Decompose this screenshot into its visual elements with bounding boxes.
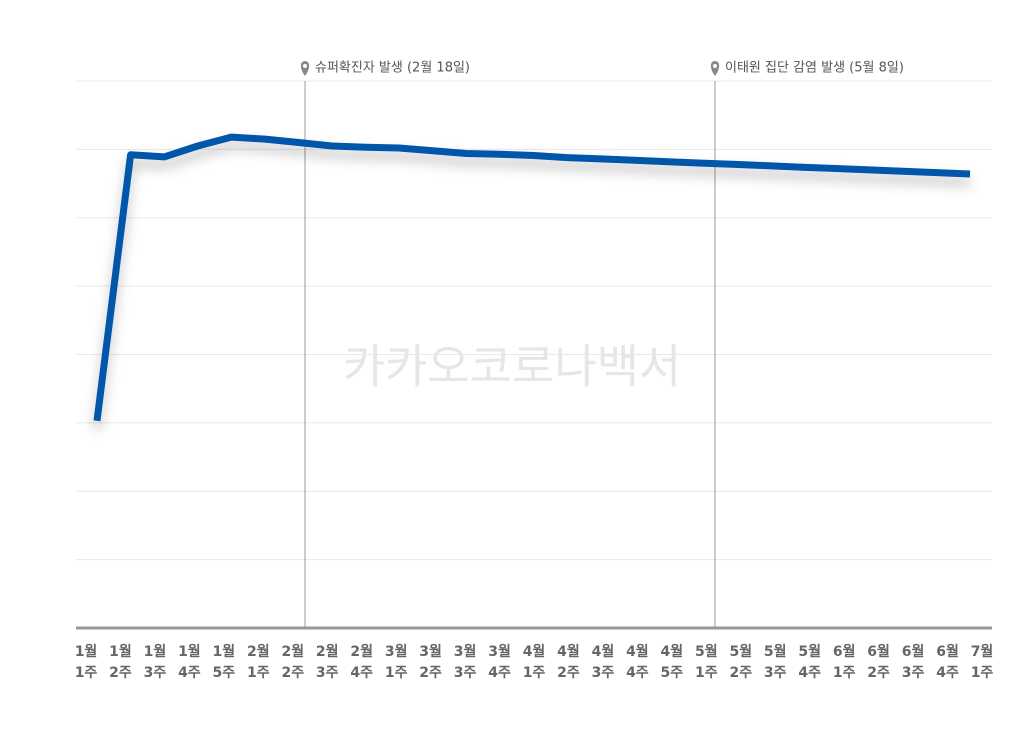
pin-hole [713, 64, 717, 68]
x-tick-label: 5월 3주 [763, 644, 787, 681]
annotation-pin [710, 61, 720, 76]
x-tick-label: 4월 5주 [660, 644, 684, 681]
x-tick-label: 5월 4주 [798, 644, 821, 681]
pin-hole [303, 64, 307, 68]
x-tick-label: 6월 4주 [936, 644, 959, 681]
x-tick-label: 1월 5주 [212, 644, 236, 681]
x-tick-label: 5월 2주 [729, 644, 753, 681]
x-tick-label: 3월 4주 [488, 644, 511, 681]
annotation-label: 슈퍼확진자 발생 (2월 18일) [315, 61, 470, 76]
x-tick-label: 1월 3주 [143, 644, 167, 681]
x-tick-label: 4월 2주 [557, 644, 580, 681]
x-tick-label: 1월 4주 [178, 644, 201, 681]
x-tick-label: 2월 3주 [315, 644, 339, 681]
x-tick-label: 4월 4주 [626, 644, 649, 681]
data-line [93, 133, 971, 422]
annotation-pin [300, 61, 310, 76]
pin-icon [710, 61, 720, 76]
watermark: 카카오코로나백서 [343, 340, 682, 394]
x-tick-label: 4월 3주 [591, 644, 615, 681]
x-tick-label: 3월 3주 [453, 644, 477, 681]
x-tick-label: 6월 2주 [867, 644, 890, 681]
x-tick-label: 6월 1주 [832, 644, 856, 681]
x-tick-label: 5월 1주 [694, 644, 718, 681]
x-tick-label: 3월 1주 [384, 644, 408, 681]
x-tick-label: 3월 2주 [419, 644, 442, 681]
x-tick-label: 6월 3주 [901, 644, 925, 681]
x-tick-label: 4월 1주 [522, 644, 546, 681]
x-tick-label: 1월 1주 [74, 644, 98, 681]
pin-icon [300, 61, 310, 76]
x-tick-label: 2월 2주 [281, 644, 305, 681]
x-tick-label: 2월 4주 [350, 644, 373, 681]
x-tick-label: 1월 2주 [109, 644, 132, 681]
x-tick-label: 2월 1주 [246, 644, 270, 681]
x-tick-label: 7월 1주 [970, 644, 994, 681]
annotation-label: 이태원 집단 감염 발생 (5월 8일) [725, 61, 904, 76]
